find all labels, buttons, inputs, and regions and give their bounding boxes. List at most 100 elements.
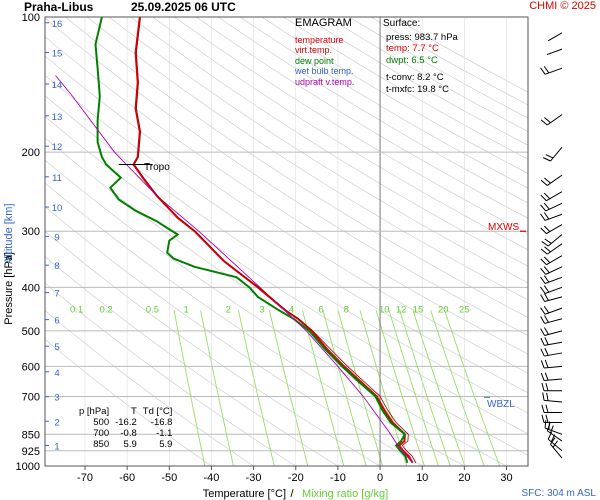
x-tick-label: 30 (500, 472, 512, 484)
x-tick-label: -70 (77, 472, 93, 484)
pressure-tick-label: 200 (22, 147, 40, 159)
dry-adiabat (217, 17, 528, 204)
wind-barb-flag (546, 423, 551, 431)
series-dew-point (94, 17, 409, 464)
wind-barb-flag (540, 316, 546, 324)
wind-barb-flag (544, 117, 551, 124)
series-virtual-temperature (133, 17, 417, 463)
station-title: Praha-Libus (24, 0, 94, 14)
surface-info: Surface: press: 983.7 hPa temp: 7.7 °C d… (383, 18, 493, 95)
x-tick-label: 10 (416, 472, 428, 484)
mixing-ratio-line (302, 310, 345, 466)
wind-barb-shaft (550, 443, 563, 459)
altitude-tick-label: 2 (54, 417, 59, 428)
wind-barb-shaft (547, 32, 563, 42)
altitude-tick-label: 14 (52, 80, 63, 91)
wind-barb-flag (543, 275, 550, 283)
pressure-tick-label: 500 (22, 326, 40, 338)
credit: CHMI © 2025 (529, 0, 596, 12)
mixing-ratio-label: 15 (413, 304, 424, 315)
wind-barb-flag (543, 266, 550, 274)
mixing-ratio-line (444, 310, 501, 466)
dry-adiabat (152, 17, 528, 251)
wind-barb-flag (544, 177, 551, 184)
x-tick-label: -10 (330, 472, 346, 484)
wind-barb-flag (540, 267, 547, 275)
wind-barb-flag (545, 154, 554, 159)
wind-barb-flag (543, 225, 551, 232)
wind-barb-shaft (544, 399, 563, 403)
dry-adiabat (86, 17, 528, 301)
datetime-title: 25.09.2025 06 UTC (131, 0, 236, 14)
wind-barb-flag (550, 434, 556, 443)
wind-barb-shaft (544, 318, 563, 324)
dry-adiabat (174, 17, 528, 235)
mixing-ratio-line (200, 310, 234, 466)
surface-title: Surface: (383, 18, 421, 29)
surface-temp: temp: 7.7 °C (386, 43, 439, 54)
mixing-ratio-label: 8 (344, 304, 349, 315)
altitude-tick-label: 15 (52, 49, 63, 60)
mxws-label: MXWS (488, 222, 519, 233)
mixing-ratio-line (375, 310, 425, 466)
y-axis-sep: / (3, 256, 15, 260)
wind-barb-shaft (544, 276, 563, 284)
table-header-p: p [hPa] (79, 406, 110, 417)
table-row: 700 -0.8 -1.1 (93, 428, 173, 439)
surface-tconv: t-conv: 8.2 °C (386, 72, 444, 83)
wind-barb-flag (540, 119, 548, 126)
legend-item-virt-temp: virt.temp. (295, 45, 333, 55)
tropo-label: Tropo (144, 162, 170, 173)
wind-barb-shaft (544, 296, 563, 302)
wind-barb-flag (542, 392, 545, 401)
wind-barb-flag (545, 382, 549, 391)
altitude-tick-label: 16 (52, 19, 63, 30)
x-tick-label: -20 (288, 472, 304, 484)
mixing-ratio-line (322, 310, 367, 466)
mixing-ratio-label: 0.2 (99, 304, 112, 315)
wind-barb-flag (544, 238, 552, 244)
legend-item-updraft: udpraft v.temp. (295, 76, 355, 87)
mixing-ratio-label: 6 (318, 304, 323, 315)
wind-barb-flag (540, 248, 548, 255)
altitude-tick-label: 7 (54, 289, 59, 300)
altitude-tick-label: 1 (54, 441, 59, 452)
altitude-tick-label: 10 (52, 203, 63, 214)
wind-barb-flag (540, 348, 545, 357)
x-tick-label: -50 (161, 472, 177, 484)
table-header-td: Td [°C] (142, 406, 173, 417)
pressure-tick-label: 1000 (16, 461, 40, 473)
mixing-ratio-label: 10 (379, 304, 390, 315)
wind-barb-flag (544, 327, 549, 335)
dry-adiabat (45, 95, 528, 414)
wind-barb-flag (545, 414, 549, 423)
wind-barb-shaft (546, 430, 563, 442)
table-row: 500 -16.2 -16.8 (93, 417, 173, 428)
mixing-ratio-line (388, 310, 439, 466)
pressure-tick-label: 100 (22, 12, 40, 24)
wind-barb-flag (544, 293, 549, 301)
wind-barb-flag (541, 414, 545, 423)
dry-adiabat (45, 55, 528, 374)
wind-barb-flag (540, 337, 545, 346)
wind-barb-flag (540, 213, 546, 221)
pressure-tick-label: 925 (22, 446, 40, 458)
pressure-tick-label: 700 (22, 391, 40, 403)
dry-adiabat (196, 17, 528, 219)
wind-barb-flag (543, 212, 550, 220)
dry-adiabat (130, 17, 528, 267)
wind-barb-flag (543, 66, 550, 74)
legend-item-temperature: temperature (295, 34, 344, 45)
wind-barb-shaft (544, 365, 563, 369)
wind-barb-flag (540, 294, 546, 302)
wind-barb-flag (543, 202, 550, 210)
x-axis-label-mixing: Mixing ratio [g/kg] (302, 488, 388, 500)
wind-barb-shaft (546, 114, 563, 126)
wind-barb-shaft (546, 48, 563, 56)
wind-barb-shaft (546, 255, 563, 266)
wind-barb-shaft (544, 341, 563, 346)
dry-adiabat (45, 36, 528, 355)
mixing-ratio-line (399, 310, 451, 466)
table-row: 850 5.9 5.9 (93, 439, 173, 450)
surface-dwpt: dwpt: 6.5 °C (386, 54, 438, 66)
